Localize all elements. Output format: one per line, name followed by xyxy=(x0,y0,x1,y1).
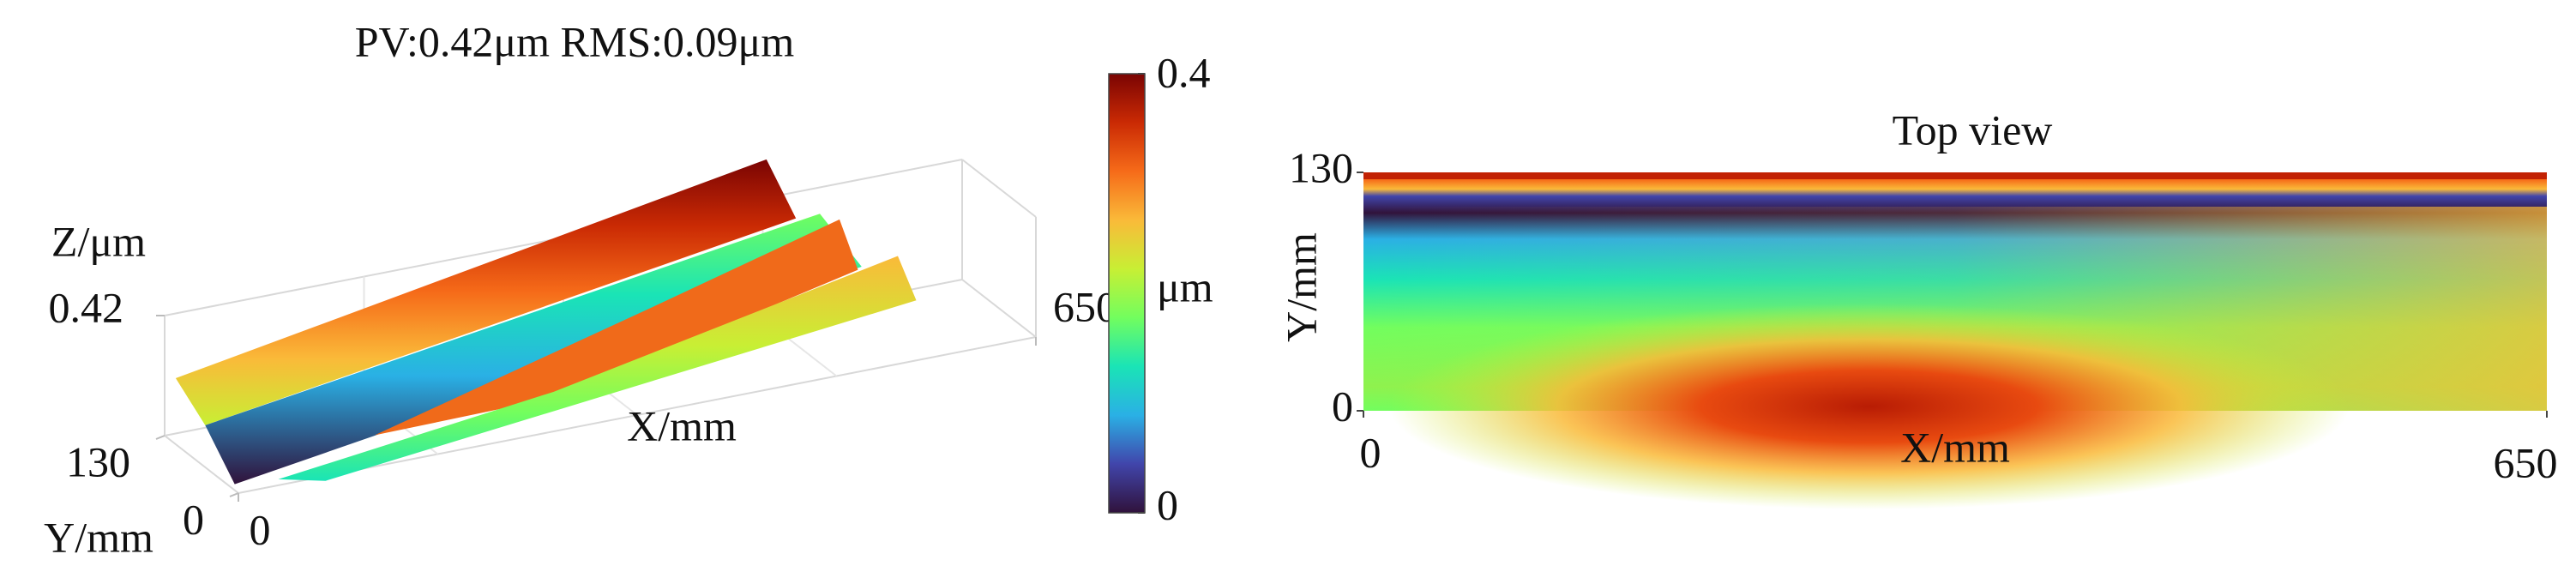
y-tick-label: 130 xyxy=(66,437,130,485)
heatmap-top-edge xyxy=(1363,172,2547,179)
colorbar-tick-label: 0.4 xyxy=(1157,48,1211,96)
chart-title: PV:0.42μm RMS:0.09μm xyxy=(355,17,795,65)
surface-middle xyxy=(205,214,862,485)
colorbar-label: μm xyxy=(1157,262,1213,310)
surface-ridge xyxy=(374,219,858,436)
y-tick-label: 0 xyxy=(1332,382,1353,430)
y-tick xyxy=(155,435,166,440)
surface-upper xyxy=(175,159,797,425)
y-tick-label: 0 xyxy=(183,495,204,543)
z-tick-label: 0.42 xyxy=(49,283,124,331)
axis-box-line xyxy=(164,435,239,494)
x-tick-label: 0 xyxy=(1360,428,1381,476)
surface-lower xyxy=(278,256,917,481)
axis-box-line xyxy=(961,159,1037,218)
x-tick-label: 0 xyxy=(250,505,271,553)
y-tick-label: 130 xyxy=(1289,143,1353,191)
y-tick xyxy=(229,492,239,497)
z-axis-label: Z/μm xyxy=(51,217,146,265)
axis-box-line xyxy=(961,279,1037,338)
chart-title: Top view xyxy=(1893,105,2053,154)
colorbar xyxy=(1108,73,1146,514)
heatmap-hotspot xyxy=(1389,304,2350,509)
y-axis-label: Y/mm xyxy=(44,513,153,561)
x-axis-label: X/mm xyxy=(1900,423,2010,471)
x-axis-label: X/mm xyxy=(627,401,737,449)
x-tick-label: 650 xyxy=(1053,282,1117,330)
colorbar-tick-label: 0 xyxy=(1157,480,1178,528)
y-axis-label: Y/mm xyxy=(1277,232,1325,342)
x-tick-label: 650 xyxy=(2494,438,2558,486)
